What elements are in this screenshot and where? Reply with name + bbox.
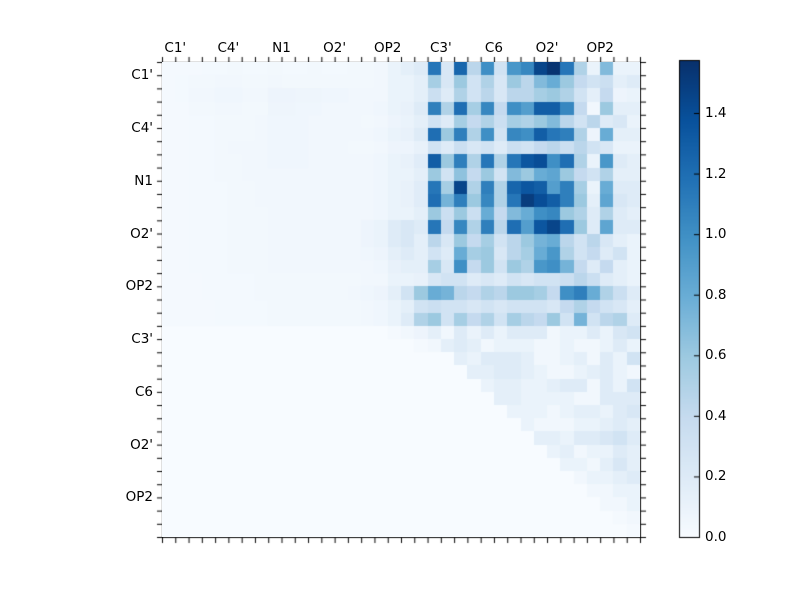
x-tick-label: C6: [484, 40, 503, 56]
x-tick-label: O2': [323, 40, 347, 56]
x-tick-label: C3': [429, 40, 452, 56]
colorbar-tick-label: 1.4: [705, 105, 727, 121]
x-tick-label: C1': [164, 40, 187, 56]
y-tick-label: OP2: [125, 278, 153, 295]
x-tick-label: OP2: [374, 40, 402, 56]
y-tick-label: C1': [131, 67, 153, 84]
heatmap-canvas: [162, 62, 640, 537]
y-tick-label: O2': [130, 436, 153, 453]
colorbar-tick-label: 1.2: [705, 165, 727, 182]
y-tick-label: C3': [131, 331, 153, 348]
colorbar-tick-label: 0.6: [705, 347, 727, 364]
x-tick-label: O2': [535, 40, 559, 56]
colorbar-tick-label: 0.0: [705, 529, 727, 545]
y-tick-label: N1: [134, 172, 153, 189]
x-tick-label: N1: [272, 40, 291, 56]
colorbar-tick-label: 0.8: [705, 286, 727, 303]
colorbar-tick-label: 0.4: [705, 407, 727, 424]
colorbar-tick-label: 0.2: [705, 468, 727, 485]
y-tick-label: OP2: [125, 489, 153, 506]
y-tick-label: C4': [131, 119, 153, 136]
y-tick-label: O2': [130, 225, 153, 242]
y-tick-label: C6: [134, 383, 153, 400]
x-tick-label: OP2: [586, 40, 614, 56]
x-tick-label: C4': [217, 40, 240, 56]
colorbar-tick-label: 1.0: [705, 226, 727, 243]
